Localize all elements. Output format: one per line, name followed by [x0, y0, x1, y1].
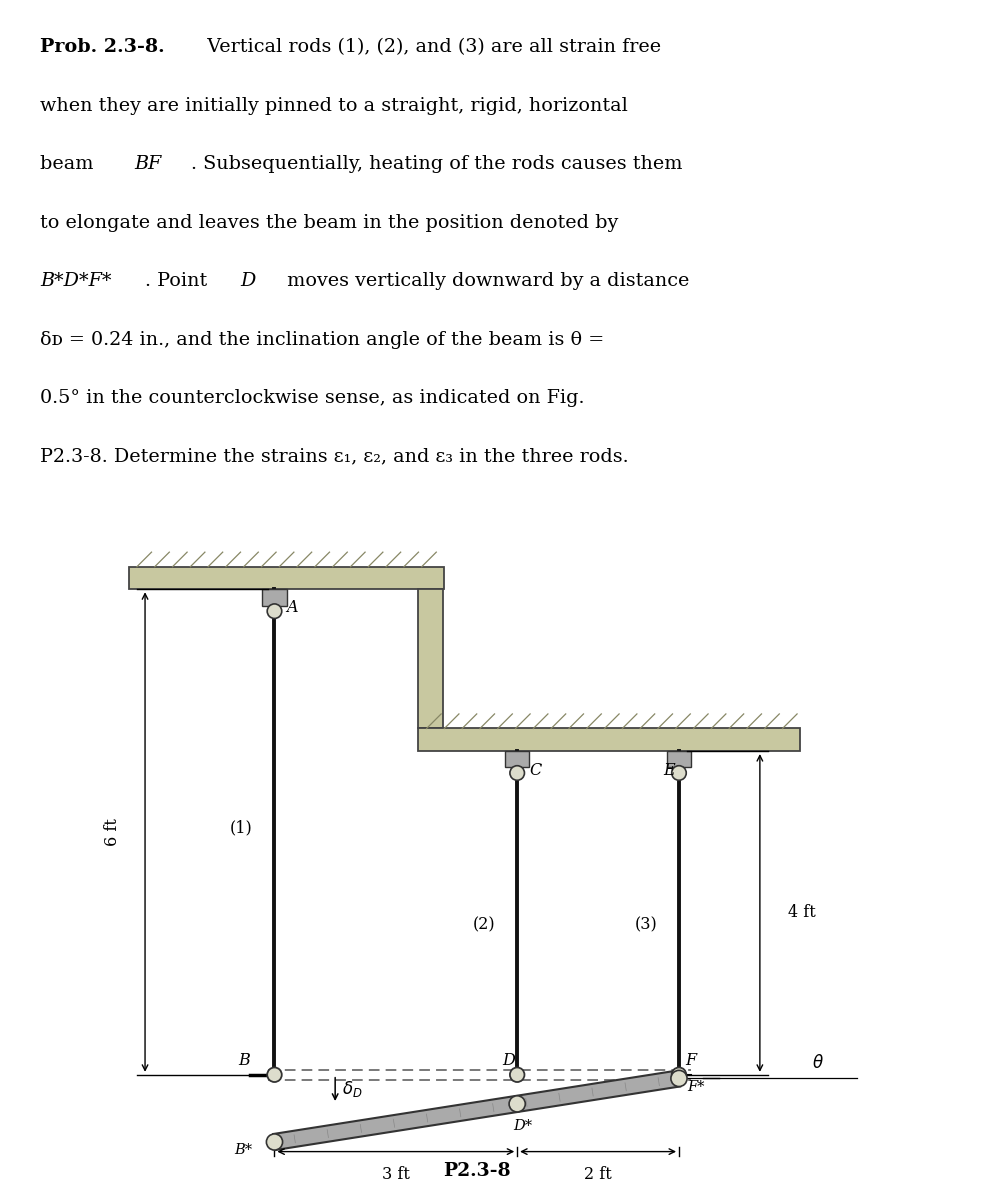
Polygon shape — [263, 589, 287, 606]
Circle shape — [268, 604, 282, 618]
Polygon shape — [274, 1070, 680, 1150]
Circle shape — [268, 1068, 282, 1082]
Polygon shape — [667, 751, 691, 767]
Circle shape — [671, 1068, 686, 1082]
Text: P2.3-8: P2.3-8 — [443, 1162, 511, 1180]
Text: . Point: . Point — [145, 272, 213, 290]
Text: D: D — [240, 272, 256, 290]
Text: Vertical rods (1), (2), and (3) are all strain free: Vertical rods (1), (2), and (3) are all … — [195, 38, 661, 56]
Text: D*: D* — [513, 1118, 532, 1133]
Text: C: C — [529, 762, 541, 780]
Text: moves vertically downward by a distance: moves vertically downward by a distance — [281, 272, 689, 290]
Text: $\delta_D$: $\delta_D$ — [342, 1079, 362, 1099]
Text: $\theta$: $\theta$ — [813, 1054, 825, 1072]
Text: D: D — [503, 1052, 515, 1069]
Text: (3): (3) — [634, 916, 657, 934]
Text: beam: beam — [40, 155, 100, 173]
Text: . Subsequentially, heating of the rods causes them: . Subsequentially, heating of the rods c… — [191, 155, 683, 173]
Text: B*D*F*: B*D*F* — [40, 272, 111, 290]
Text: 6 ft: 6 ft — [104, 818, 121, 846]
Polygon shape — [129, 566, 444, 589]
Polygon shape — [505, 751, 529, 767]
Circle shape — [267, 1134, 283, 1150]
Text: when they are initially pinned to a straight, rigid, horizontal: when they are initially pinned to a stra… — [40, 97, 628, 115]
Text: P2.3-8. Determine the strains ε₁, ε₂, and ε₃ in the three rods.: P2.3-8. Determine the strains ε₁, ε₂, an… — [40, 448, 628, 466]
Circle shape — [510, 766, 524, 780]
Text: 0.5° in the counterclockwise sense, as indicated on Fig.: 0.5° in the counterclockwise sense, as i… — [40, 389, 584, 407]
Text: A: A — [287, 599, 299, 616]
Text: to elongate and leaves the beam in the position denoted by: to elongate and leaves the beam in the p… — [40, 214, 618, 232]
Text: 2 ft: 2 ft — [584, 1166, 612, 1183]
Text: 4 ft: 4 ft — [789, 905, 816, 922]
Polygon shape — [419, 589, 443, 728]
Text: δᴅ = 0.24 in., and the inclination angle of the beam is θ =: δᴅ = 0.24 in., and the inclination angle… — [40, 331, 604, 349]
Text: B*: B* — [234, 1144, 253, 1157]
Circle shape — [510, 1068, 524, 1082]
Text: 3 ft: 3 ft — [382, 1166, 410, 1183]
Circle shape — [671, 766, 686, 780]
Text: BF: BF — [134, 155, 161, 173]
Text: (2): (2) — [473, 916, 495, 934]
Circle shape — [509, 1096, 525, 1112]
Circle shape — [671, 1070, 687, 1086]
Text: F: F — [685, 1052, 696, 1069]
Text: E: E — [662, 762, 674, 780]
Text: B: B — [238, 1052, 249, 1069]
Text: (1): (1) — [230, 820, 253, 836]
Text: Prob. 2.3-8.: Prob. 2.3-8. — [40, 38, 164, 56]
Polygon shape — [419, 728, 801, 751]
Text: F*: F* — [687, 1080, 704, 1093]
